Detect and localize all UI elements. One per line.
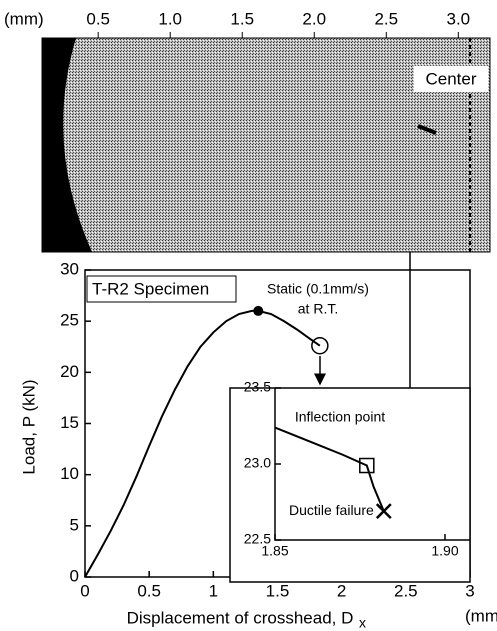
inflection-label: Inflection point: [295, 409, 385, 425]
selected-marker: [311, 336, 329, 355]
specimen-label: T-R2 Specimen: [92, 279, 209, 298]
y-tick-label: 23.0: [244, 455, 271, 471]
y-tick-label: 0: [70, 566, 79, 585]
y-tick-label: 10: [60, 464, 79, 483]
y-axis-label: Load, P (kN): [19, 379, 38, 474]
scale-tick-label: 1.5: [230, 9, 254, 28]
x-tick-label: 1.5: [266, 581, 290, 600]
failure-marker: [375, 503, 392, 520]
scale-tick-label: 3.0: [446, 9, 470, 28]
x-axis-label: Displacement of crosshead, D: [127, 608, 354, 627]
x-tick-label: 3: [465, 581, 474, 600]
x-tick-label: 1.90: [431, 543, 458, 559]
x-tick-label: 1.85: [261, 543, 288, 559]
notch-region: [42, 38, 92, 252]
inset-frame: [229, 387, 471, 583]
scale-tick-label: 1.0: [158, 9, 182, 28]
x-tick-label: 0: [80, 581, 89, 600]
y-tick-label: 25: [60, 311, 79, 330]
scale-tick-label: 2.0: [302, 9, 326, 28]
y-tick-label: 23.5: [244, 379, 271, 395]
peak-marker: [253, 305, 264, 316]
fracture-image: Center (mm): [4, 9, 491, 253]
x-tick-label: 1: [209, 581, 218, 600]
x-tick-label: 0.5: [137, 581, 161, 600]
scale-tick-label: 2.5: [374, 9, 398, 28]
specimen-box: [86, 275, 237, 303]
x-axis-subscript: x: [359, 615, 366, 631]
scale-unit: (mm): [4, 9, 44, 28]
x-axis-unit: (mm): [465, 606, 497, 625]
condition-label: Static (0.1mm/s): [267, 281, 369, 297]
y-tick-label: 5: [70, 515, 79, 534]
y-tick-label: 20: [60, 362, 79, 381]
failure-label: Ductile failure: [289, 502, 374, 518]
y-tick-label: 22.5: [244, 531, 271, 547]
inflection-marker: [359, 457, 375, 474]
x-tick-label: 2.5: [394, 581, 418, 600]
center-label: Center: [425, 69, 476, 88]
load-curve: [84, 309, 321, 578]
center-box: [414, 66, 488, 92]
y-tick-label: 15: [60, 413, 79, 432]
load-curve: [274, 426, 385, 512]
condition-label: at R.T.: [298, 301, 338, 317]
y-tick-label: 30: [60, 259, 79, 278]
scale-tick-label: 0.5: [86, 9, 110, 28]
defect: [417, 124, 437, 135]
x-tick-label: 2: [337, 581, 346, 600]
